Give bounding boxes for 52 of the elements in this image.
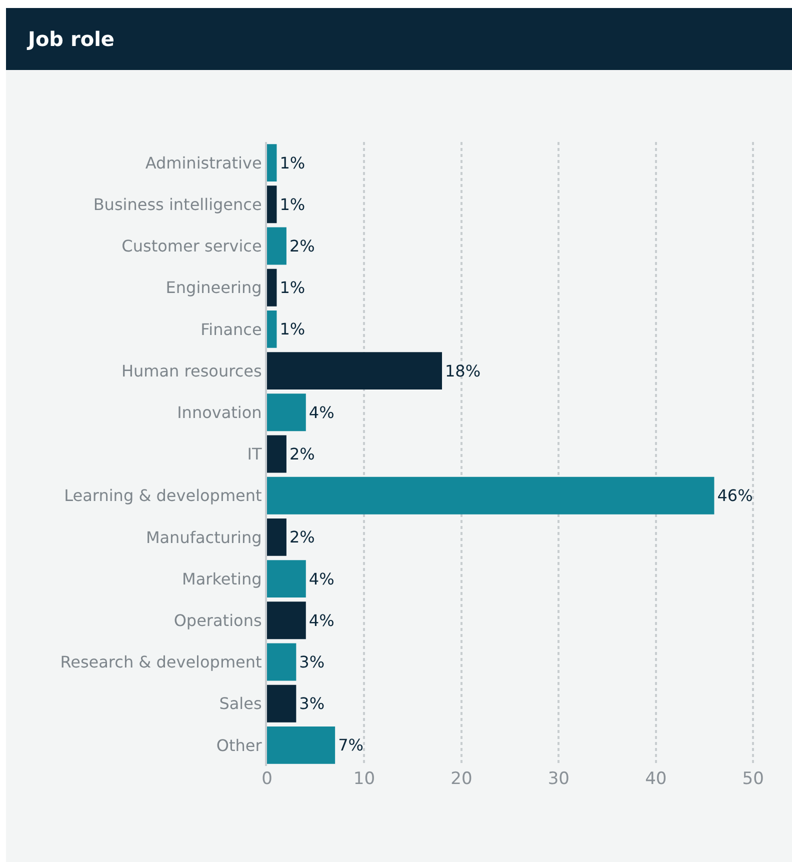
data-label: 4%	[308, 402, 334, 422]
y-tick-label: Engineering	[166, 278, 262, 298]
y-tick-label: Business intelligence	[93, 195, 262, 214]
y-tick-label: Sales	[219, 694, 262, 714]
data-label: 2%	[289, 528, 315, 547]
data-label: 1%	[280, 153, 306, 172]
data-label: 7%	[338, 736, 364, 755]
bar	[267, 352, 442, 390]
x-tick-label: 50	[742, 769, 764, 789]
data-label: 46%	[717, 486, 753, 506]
bar	[267, 518, 286, 556]
data-label: 4%	[308, 569, 334, 588]
bar	[267, 643, 296, 681]
data-label: 4%	[308, 610, 334, 630]
bar	[267, 144, 277, 182]
bar	[267, 268, 277, 306]
y-tick-label: Human resources	[121, 361, 262, 380]
y-tick-label: Learning & development	[64, 486, 262, 506]
x-tick-label: 10	[353, 769, 376, 789]
text: Job role	[6, 8, 792, 70]
bar	[267, 227, 286, 265]
x-tick-label: 0	[262, 769, 272, 789]
bar	[267, 394, 306, 432]
y-tick-label: Marketing	[182, 569, 262, 588]
bar	[267, 186, 277, 224]
x-tick-label: 20	[450, 769, 472, 789]
data-label: 3%	[299, 694, 325, 714]
y-tick-label: Innovation	[177, 403, 262, 422]
x-tick-label: 40	[645, 769, 667, 789]
y-tick-label: Other	[216, 736, 262, 755]
y-tick-label: Administrative	[145, 153, 262, 172]
data-label: 1%	[280, 194, 306, 214]
y-tick-label: IT	[247, 444, 262, 464]
bar	[267, 602, 306, 640]
data-label: 1%	[280, 278, 306, 298]
bar	[267, 560, 306, 598]
bar	[267, 684, 296, 722]
data-label: 3%	[299, 652, 325, 672]
y-tick-label: Finance	[200, 320, 262, 339]
bar	[267, 435, 286, 473]
x-tick-label: 30	[548, 769, 570, 789]
data-label: 1%	[280, 320, 306, 339]
y-tick-label: Research & development	[60, 652, 262, 672]
data-label: 18%	[445, 361, 481, 380]
data-label: 2%	[289, 236, 315, 256]
y-tick-label: Customer service	[122, 236, 262, 256]
y-tick-label: Operations	[174, 611, 262, 630]
bar	[267, 310, 277, 348]
data-label: 2%	[289, 444, 315, 464]
y-tick-label: Manufacturing	[146, 528, 262, 547]
bar	[267, 476, 714, 514]
bar	[267, 726, 336, 764]
